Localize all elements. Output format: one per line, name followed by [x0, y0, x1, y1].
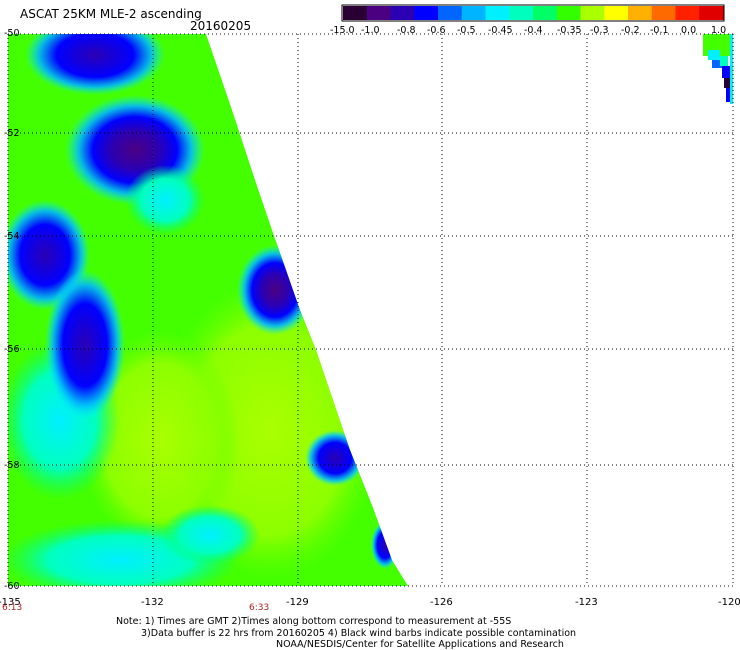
colorbar-cell — [675, 6, 700, 20]
colorbar-label: -0.5 — [457, 25, 476, 36]
colorbar-label: -0.45 — [488, 25, 513, 36]
colorbar-cell — [390, 6, 415, 20]
x-tick-label: -120 — [718, 597, 740, 608]
colorbar-label: -15.0 — [330, 25, 355, 36]
y-tick-label: -50 — [4, 28, 20, 39]
colorbar — [341, 4, 725, 22]
footnote-line: Note: 1) Times are GMT 2)Times along bot… — [116, 616, 512, 627]
colorbar-cell — [485, 6, 510, 20]
colorbar-cell — [651, 6, 676, 20]
colorbar-cell — [414, 6, 439, 20]
colorbar-label: -0.1 — [650, 25, 669, 36]
colorbar-label: 1.0 — [711, 25, 727, 36]
time-label: 6:33 — [249, 603, 270, 613]
corner-swath-patch — [703, 34, 733, 104]
colorbar-label: -0.3 — [590, 25, 609, 36]
colorbar-cells — [343, 6, 724, 20]
colorbar-cell — [556, 6, 581, 20]
x-tick-label: -129 — [286, 597, 309, 608]
y-tick-label: -52 — [4, 128, 20, 139]
grid-lines — [8, 34, 733, 586]
y-tick-label: -56 — [4, 344, 20, 355]
colorbar-cell — [366, 6, 391, 20]
x-tick-label: -126 — [430, 597, 453, 608]
x-tick-label: -132 — [141, 597, 164, 608]
swath-field — [8, 34, 408, 586]
colorbar-cell — [509, 6, 534, 20]
colorbar-cell — [461, 6, 486, 20]
chart-title: ASCAT 25KM MLE-2 ascending — [20, 7, 202, 21]
colorbar-cell — [580, 6, 605, 20]
y-tick-label: -58 — [4, 460, 20, 471]
x-tick-label: -123 — [575, 597, 598, 608]
y-tick-label: -60 — [4, 581, 20, 592]
x-tick-label: -135 — [0, 597, 21, 608]
colorbar-cell — [343, 6, 368, 20]
time-label: 6:13 — [2, 603, 23, 613]
colorbar-label: -0.6 — [427, 25, 446, 36]
colorbar-cell — [699, 6, 724, 20]
colorbar-label: -1.0 — [361, 25, 380, 36]
colorbar-cell — [438, 6, 463, 20]
y-tick-label: -54 — [4, 231, 20, 242]
chart-date: 20160205 — [190, 19, 252, 33]
footnote-line: 3)Data buffer is 22 hrs from 20160205 4)… — [141, 628, 577, 639]
colorbar-cell — [628, 6, 653, 20]
colorbar-label: 0.0 — [681, 25, 697, 36]
colorbar-label: -0.35 — [557, 25, 582, 36]
plot-border — [7, 33, 734, 587]
colorbar-cell — [533, 6, 558, 20]
colorbar-label: -0.2 — [621, 25, 640, 36]
colorbar-cell — [604, 6, 629, 20]
colorbar-label: -0.4 — [524, 25, 543, 36]
footnote-line: NOAA/NESDIS/Center for Satellite Applica… — [276, 639, 564, 650]
colorbar-label: -0.8 — [397, 25, 416, 36]
